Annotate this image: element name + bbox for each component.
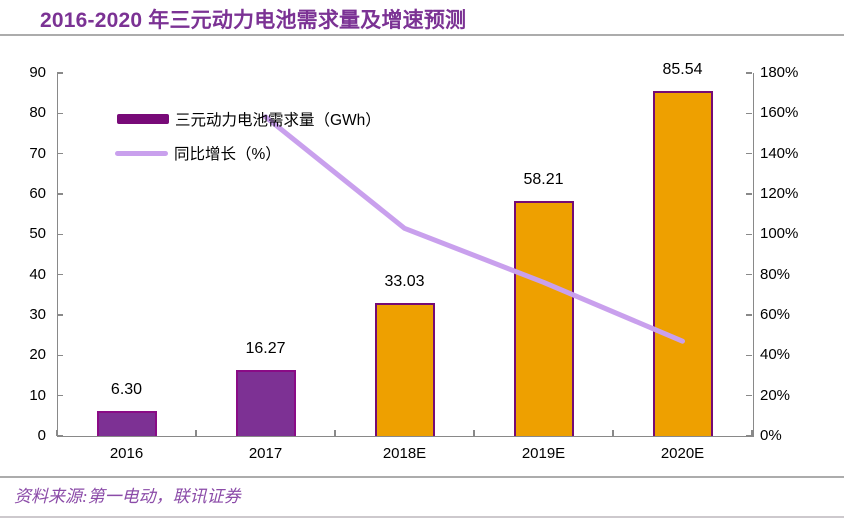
- bar-value-label: 58.21: [523, 171, 564, 189]
- y-axis-left-tick-mark: [57, 314, 63, 316]
- bar-value-label: 16.27: [245, 340, 286, 358]
- y-axis-right-tick-mark: [746, 193, 752, 195]
- y-axis-right-tick-label: 180%: [760, 64, 799, 81]
- x-axis-tick-mark: [612, 430, 614, 436]
- y-axis-left-tick-mark: [57, 233, 63, 236]
- source-divider: [0, 476, 844, 478]
- y-axis-right-tick-mark: [746, 394, 752, 397]
- bar-value-label: 33.03: [384, 272, 425, 290]
- y-axis-right-tick-mark: [746, 233, 752, 236]
- bottom-divider: [0, 516, 844, 518]
- y-axis-right-tick-label: 60%: [760, 306, 791, 323]
- y-axis-right-tick-mark: [746, 354, 752, 357]
- x-axis-tick-mark: [56, 430, 58, 436]
- line-series-swatch: [115, 150, 168, 156]
- x-axis-tick-mark: [751, 430, 753, 436]
- page-title: 2016-2020 年三元动力电池需求量及增速预测: [40, 9, 467, 32]
- demand-bar: [235, 370, 296, 436]
- x-axis-category-label: 2020E: [660, 445, 705, 462]
- y-axis-left-tick-label: 30: [29, 306, 46, 323]
- legend-label-growth: 同比增长（%）: [174, 146, 281, 163]
- y-axis-left-tick-mark: [57, 394, 63, 397]
- y-axis-left-tick-mark: [57, 152, 63, 155]
- y-axis-left-tick-label: 70: [29, 144, 46, 162]
- y-axis-right-tick-label: 140%: [760, 144, 799, 162]
- y-axis-right-tick-label: 120%: [760, 185, 799, 202]
- source-note: 资料来源:第一电动，联讯证券: [14, 487, 241, 506]
- demand-bar: [96, 410, 157, 436]
- y-axis-left-tick-mark: [57, 72, 63, 74]
- y-axis-left-tick-label: 10: [29, 386, 46, 404]
- y-axis-right-tick-mark: [746, 72, 752, 74]
- bar-value-label: 6.30: [110, 380, 143, 398]
- y-axis-left-tick-mark: [57, 112, 63, 115]
- y-axis-right-tick-label: 20%: [760, 386, 791, 404]
- y-axis-left-tick-label: 20: [29, 346, 46, 364]
- y-axis-right-tick-mark: [746, 435, 752, 437]
- bar-series-swatch: [117, 114, 169, 124]
- demand-bar: [374, 302, 435, 436]
- y-axis-right-tick-label: 100%: [760, 225, 799, 243]
- demand-bar: [513, 201, 574, 436]
- plot-area: [57, 73, 754, 437]
- y-axis-right-tick-mark: [746, 273, 752, 276]
- x-axis-category-label: 2016: [109, 445, 144, 462]
- y-axis-left-tick-mark: [57, 435, 63, 437]
- x-axis-category-label: 2018E: [382, 445, 427, 462]
- y-axis-left-tick-mark: [57, 354, 63, 357]
- title-divider: [0, 34, 844, 36]
- y-axis-left-tick-label: 90: [29, 64, 46, 81]
- chart-canvas: 0 10 20 30 40 50 60 70 80 90 0% 20% 40% 60% 80% 100% 120…: [0, 40, 844, 470]
- y-axis-left-tick-label: 0: [37, 427, 46, 444]
- y-axis-left-tick-label: 80: [29, 104, 46, 122]
- y-axis-right-tick-mark: [746, 152, 752, 155]
- y-axis-right-tick-label: 0%: [760, 427, 782, 444]
- x-axis-category-label: 2017: [248, 445, 283, 462]
- x-axis-tick-mark: [195, 430, 197, 436]
- x-axis-tick-mark: [473, 430, 475, 436]
- y-axis-left-tick-mark: [57, 193, 63, 195]
- y-axis-left-tick-mark: [57, 273, 63, 276]
- y-axis-left-tick-label: 60: [29, 185, 46, 202]
- y-axis-right-tick-label: 160%: [760, 104, 799, 122]
- x-axis-tick-mark: [334, 430, 336, 436]
- y-axis-left-tick-label: 40: [29, 265, 46, 283]
- y-axis-right-tick-label: 80%: [760, 265, 791, 283]
- legend-label-demand: 三元动力电池需求量（GWh）: [175, 112, 381, 129]
- legend-item-demand: 三元动力电池需求量（GWh）: [117, 108, 381, 130]
- legend-item-growth: 同比增长（%）: [115, 142, 281, 164]
- y-axis-right-tick-label: 40%: [760, 346, 791, 364]
- bar-value-label: 85.54: [662, 60, 703, 78]
- y-axis-left-tick-label: 50: [29, 225, 46, 243]
- y-axis-right-tick-mark: [746, 314, 752, 316]
- x-axis-category-label: 2019E: [521, 445, 566, 462]
- demand-bar: [652, 90, 713, 436]
- y-axis-right-tick-mark: [746, 112, 752, 115]
